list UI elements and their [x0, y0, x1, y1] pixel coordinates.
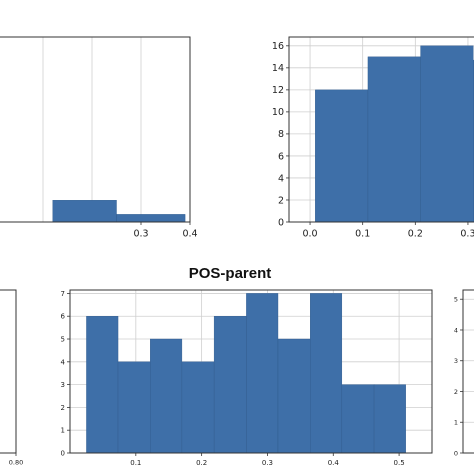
histogram-bar — [367, 56, 421, 223]
y-tick-label: 4 — [278, 173, 284, 184]
histogram-bar — [117, 361, 151, 454]
y-tick-label: 4 — [454, 326, 458, 334]
x-tick-label: 0.1 — [130, 459, 141, 467]
histogram-bar — [310, 293, 343, 454]
y-tick-label: 2 — [61, 404, 65, 412]
x-tick-label: 0.2 — [408, 229, 423, 240]
histogram-bar — [52, 200, 117, 223]
y-tick-label: 3 — [61, 381, 65, 389]
x-tick-label: 0.1 — [355, 229, 370, 240]
y-tick-label: 6 — [278, 151, 284, 162]
y-tick-label: 1 — [61, 427, 65, 435]
y-tick-label: 5 — [454, 296, 458, 304]
y-tick-label: 4 — [61, 358, 66, 366]
axes-frame — [69, 289, 433, 454]
x-tick-label: 0.0 — [302, 229, 317, 240]
y-tick-label: 3 — [454, 357, 458, 365]
histogram-bar — [150, 338, 183, 454]
y-tick-label: 2 — [278, 195, 284, 206]
axes-frame — [462, 289, 474, 454]
histogram-bar — [116, 214, 186, 223]
histogram-bar — [277, 338, 311, 454]
histogram-bar — [213, 316, 247, 454]
chart-title: POS-parent — [189, 265, 272, 282]
histogram-panel-4: 0.1 0.2 0.3 0.4 0.5 0 1 2 3 4 5 6 7 POS-parent — [61, 265, 433, 467]
histogram-panel-1: 0.3 0.4 — [0, 36, 198, 240]
axes-frame — [0, 289, 17, 454]
x-tick-label: 0.4 — [328, 459, 340, 467]
x-tick-label: 0.3 — [262, 459, 273, 467]
histogram-bar — [373, 384, 406, 454]
y-tick-label: 8 — [278, 129, 284, 140]
histogram-bar — [341, 384, 375, 454]
x-tick-label: 0.3 — [460, 229, 474, 240]
y-tick-label: 6 — [61, 313, 66, 321]
y-tick-label: 0 — [61, 449, 65, 457]
histogram-bar — [315, 89, 369, 223]
y-tick-label: 7 — [61, 290, 65, 298]
histogram-panel-3: 0.80 — [0, 289, 23, 467]
x-tick-label: 0.80 — [9, 459, 23, 467]
x-tick-label: 0.4 — [182, 229, 197, 240]
y-tick-label: 5 — [61, 335, 65, 343]
histogram-bar — [420, 45, 474, 223]
y-tick-label: 1 — [454, 419, 458, 427]
y-tick-label: 10 — [272, 107, 284, 118]
axes-frame — [0, 36, 191, 223]
histogram-panel-2: 0.0 0.1 0.2 0.3 0 2 4 6 8 10 12 14 16 — [272, 36, 474, 240]
axes-frame — [288, 36, 474, 223]
y-tick-label: 0 — [278, 217, 284, 228]
y-tick-label: 0 — [454, 449, 458, 457]
histogram-bar — [181, 361, 215, 454]
y-tick-label: 2 — [454, 388, 458, 396]
y-tick-label: 12 — [272, 85, 284, 96]
y-tick-label: 16 — [272, 41, 284, 52]
x-tick-label: 0.5 — [394, 459, 405, 467]
x-tick-label: 0.2 — [196, 459, 207, 467]
y-tick-label: 14 — [272, 63, 284, 74]
x-tick-label: 0.3 — [133, 229, 148, 240]
histogram-bar — [86, 316, 119, 454]
histogram-panel-5: 0 1 2 3 4 5 — [454, 289, 474, 457]
histogram-bar — [246, 293, 279, 454]
